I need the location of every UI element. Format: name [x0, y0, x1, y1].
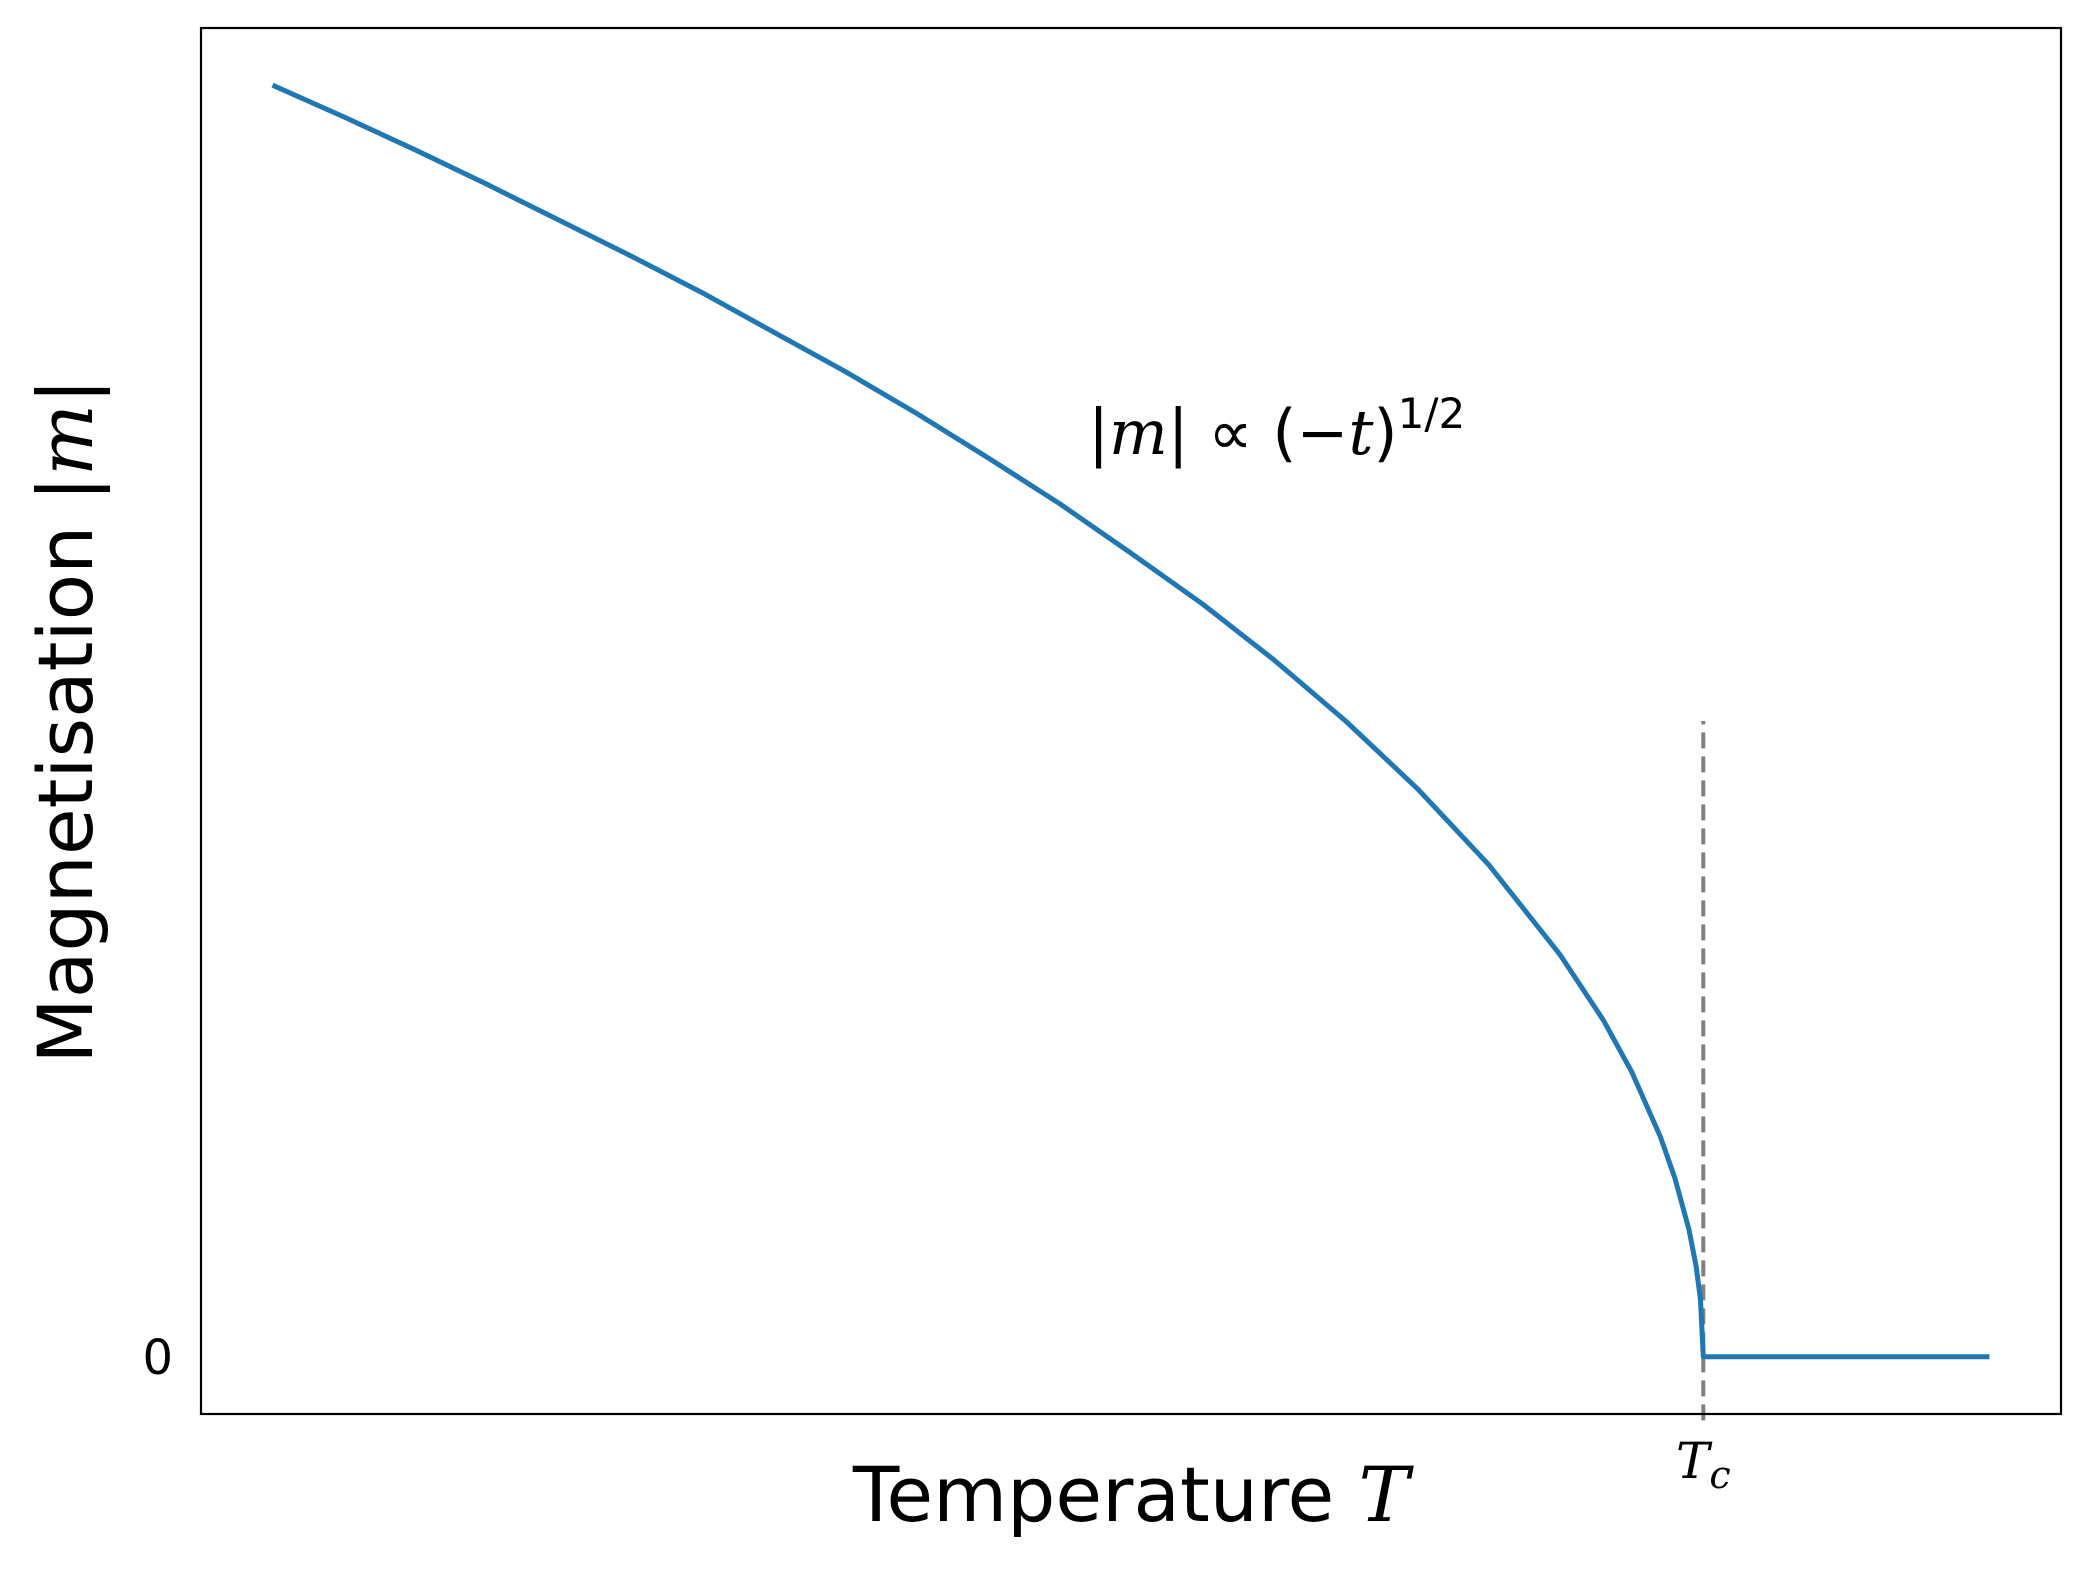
- x-axis-label: Temperature T: [852, 1450, 1415, 1539]
- plot-area: [271, 82, 1990, 1421]
- y-axis-label: Magnetisation |m|: [21, 378, 111, 1063]
- power-law-annotation: |m| ∝ (−t)1/2: [1088, 389, 1465, 470]
- y-tick-label: 0: [142, 1330, 173, 1386]
- magnetisation-curve-0: [271, 82, 1990, 1360]
- x-tick-label: Tc: [1676, 1432, 1731, 1497]
- axes-frame: [199, 26, 2063, 1416]
